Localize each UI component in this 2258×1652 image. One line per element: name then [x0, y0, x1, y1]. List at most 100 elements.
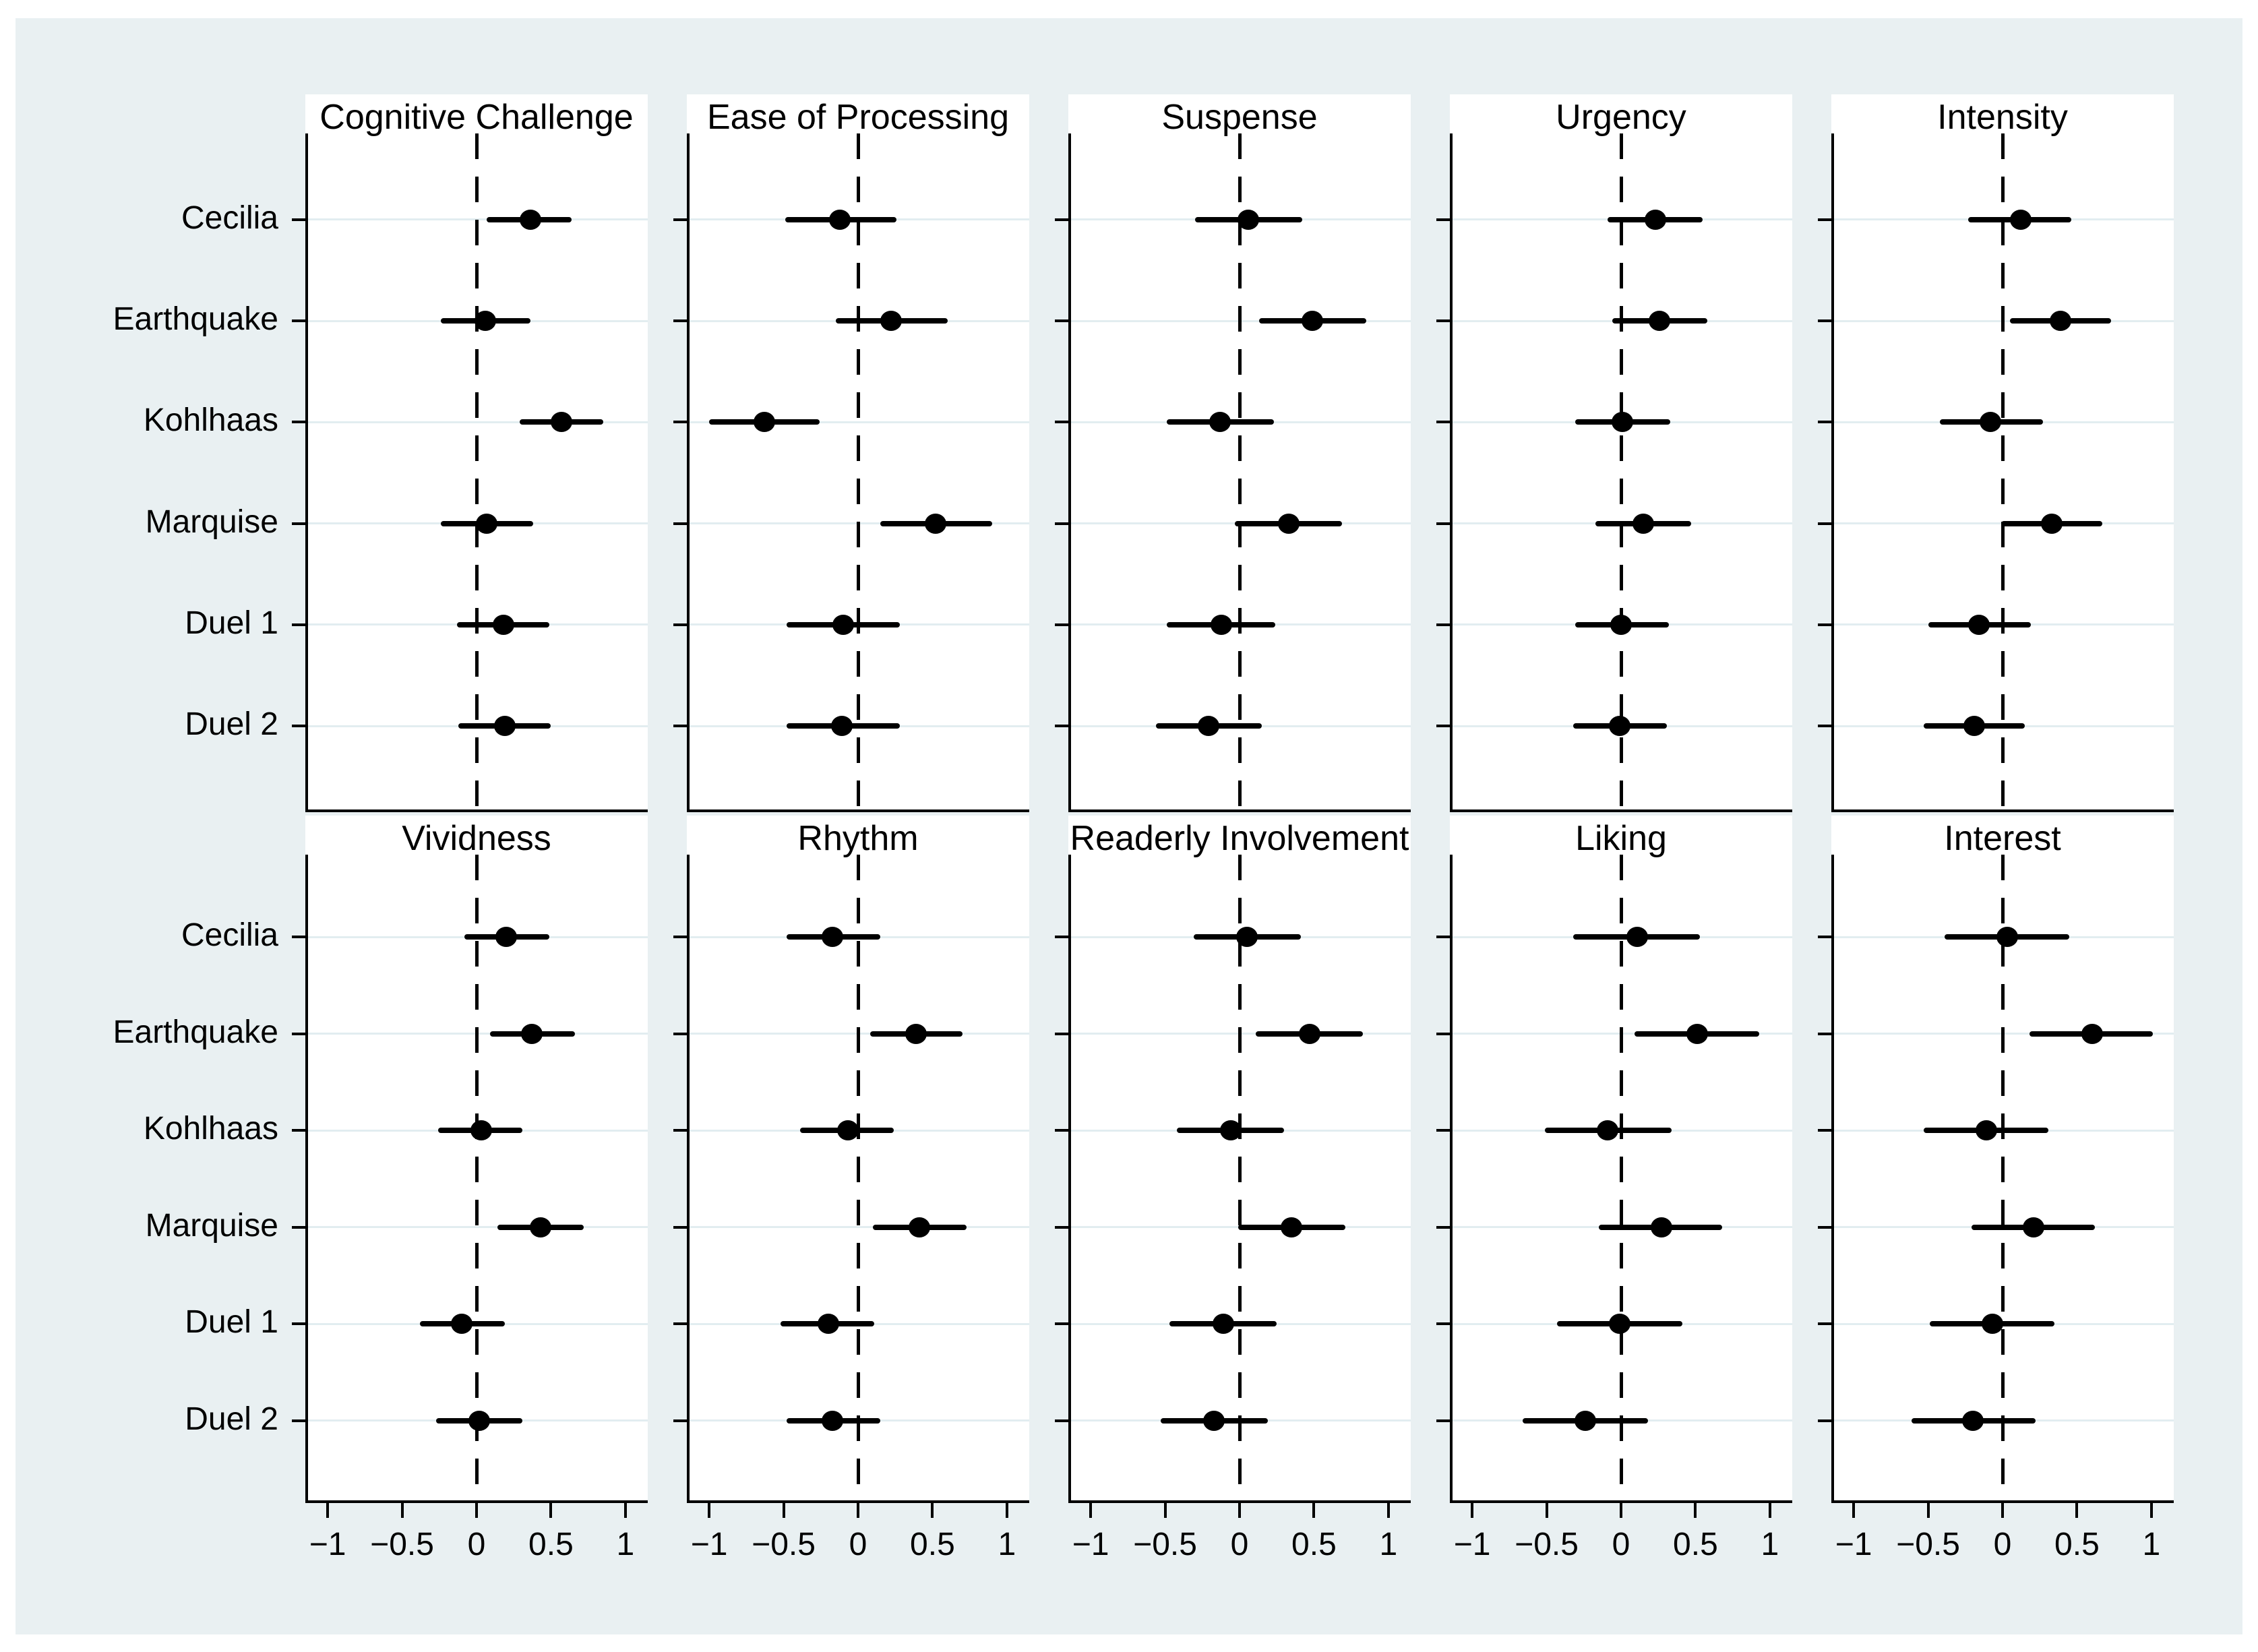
plot-area	[1055, 855, 1411, 1503]
y-tick	[1818, 1129, 1831, 1132]
x-tick	[1005, 1503, 1008, 1518]
x-axis-line	[305, 1500, 648, 1503]
x-tick-label: 0	[849, 1527, 867, 1562]
point-estimate	[476, 513, 498, 534]
x-tick	[623, 1503, 627, 1518]
point-estimate	[1608, 716, 1630, 737]
point-estimate	[836, 1120, 859, 1141]
x-axis-line	[687, 809, 1029, 812]
x-tick-label: 0.5	[2054, 1527, 2100, 1562]
point-estimate	[2081, 1023, 2103, 1044]
x-tick-label: 0.5	[910, 1527, 955, 1562]
y-tick	[1436, 1032, 1450, 1035]
y-tick	[1818, 623, 1831, 626]
zero-reference-line	[475, 855, 479, 1503]
x-tick	[2149, 1503, 2153, 1518]
x-tick	[931, 1503, 934, 1518]
y-tick	[292, 1129, 305, 1132]
point-estimate	[1967, 614, 1990, 635]
y-tick	[1436, 1419, 1450, 1422]
y-tick	[1436, 1225, 1450, 1229]
x-tick-label: −1	[309, 1527, 346, 1562]
y-tick	[673, 421, 687, 424]
point-estimate	[1302, 311, 1324, 332]
point-estimate	[1238, 209, 1260, 230]
x-tick	[1768, 1503, 1771, 1518]
panel-title: Suspense	[1161, 98, 1318, 137]
y-tick	[1818, 421, 1831, 424]
x-tick	[2075, 1503, 2079, 1518]
x-tick	[782, 1503, 785, 1518]
y-tick	[292, 522, 305, 525]
panel-title: Vividness	[402, 819, 551, 858]
chart-panel: Cognitive Challenge	[292, 94, 648, 812]
row-label: Cecilia	[181, 917, 278, 954]
zero-reference-line	[1619, 133, 1623, 812]
x-tick	[400, 1503, 404, 1518]
y-tick	[1436, 421, 1450, 424]
panel-title: Liking	[1575, 819, 1667, 858]
row-label: Kohlhaas	[143, 402, 278, 439]
panel-title: Cognitive Challenge	[319, 98, 634, 137]
x-tick-label: 0.5	[1673, 1527, 1718, 1562]
point-estimate	[822, 927, 844, 948]
point-estimate	[1281, 1217, 1303, 1237]
x-tick	[1312, 1503, 1316, 1518]
point-estimate	[753, 412, 775, 433]
y-tick	[1818, 936, 1831, 939]
y-tick	[1055, 623, 1068, 626]
y-tick	[673, 725, 687, 728]
point-estimate	[2040, 513, 2063, 534]
point-estimate	[475, 311, 497, 332]
panel-title: Intensity	[1937, 98, 2068, 137]
point-estimate	[470, 1120, 492, 1141]
x-tick-label: 0	[1993, 1527, 2012, 1562]
y-tick	[1818, 1419, 1831, 1422]
y-axis-line	[1831, 855, 1834, 1503]
panel-title: Interest	[1944, 819, 2061, 858]
x-tick	[1471, 1503, 1474, 1518]
x-tick-label: 1	[2142, 1527, 2161, 1562]
x-axis-line	[1450, 809, 1792, 812]
zero-reference-line	[2001, 855, 2005, 1503]
y-tick	[1436, 725, 1450, 728]
y-tick	[1436, 1322, 1450, 1326]
x-tick	[1852, 1503, 1856, 1518]
y-tick	[1055, 421, 1068, 424]
y-tick	[673, 1419, 687, 1422]
point-estimate	[492, 614, 514, 635]
row-label: Duel 1	[185, 1304, 278, 1341]
y-tick	[1436, 218, 1450, 221]
x-tick-label: 0.5	[1291, 1527, 1337, 1562]
y-tick	[1818, 1225, 1831, 1229]
y-tick	[673, 218, 687, 221]
x-axis-line	[1831, 809, 2174, 812]
y-tick	[1055, 1419, 1068, 1422]
y-tick	[1055, 1032, 1068, 1035]
x-axis-line	[1450, 1500, 1792, 1503]
y-axis-line	[687, 855, 690, 1503]
y-tick	[1055, 1225, 1068, 1229]
x-tick	[475, 1503, 478, 1518]
point-estimate	[880, 311, 902, 332]
point-estimate	[2009, 209, 2032, 230]
row-label: Marquise	[145, 503, 278, 540]
point-estimate	[822, 1410, 844, 1431]
point-estimate	[1975, 1120, 1997, 1141]
x-tick-label: −1	[1835, 1527, 1872, 1562]
y-tick	[1055, 522, 1068, 525]
plot-area	[1818, 855, 2174, 1503]
panel-title: Urgency	[1556, 98, 1686, 137]
row-label: Cecilia	[181, 200, 278, 236]
point-estimate	[519, 209, 541, 230]
y-tick	[673, 319, 687, 323]
point-estimate	[905, 1023, 927, 1044]
x-tick-label: 1	[1379, 1527, 1398, 1562]
y-tick	[1055, 319, 1068, 323]
chart-panel: Readerly Involvement −1 −0.5 0 0.5 1	[1055, 816, 1411, 1562]
y-tick	[1055, 1322, 1068, 1326]
x-axis-line	[1831, 1500, 2174, 1503]
x-tick-label: −0.5	[1896, 1527, 1960, 1562]
zero-reference-line	[1238, 855, 1242, 1503]
